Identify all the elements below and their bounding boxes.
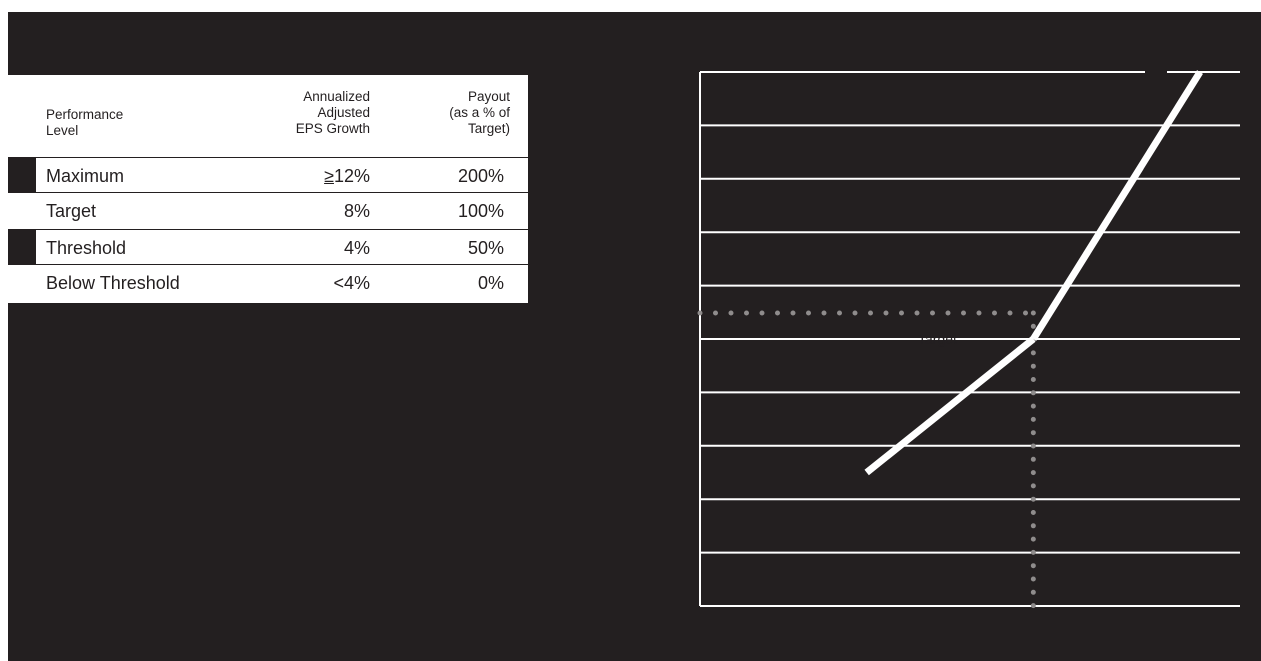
payout-table: Performance Level Annualized Adjusted EP… (8, 75, 528, 303)
level-label: Below Threshold (46, 273, 180, 293)
table-row-below-threshold: Below Threshold <4% 0% (8, 265, 528, 301)
header-performance-level: Performance Level (46, 107, 124, 138)
series-segment (1030, 70, 1203, 341)
target-guides (697, 310, 1036, 609)
eps-value: 4% (343, 238, 370, 258)
header-eps-growth: Annualized Adjusted EPS Growth (295, 89, 370, 136)
table-row-target: Target 8% 100% (8, 193, 528, 229)
level-label: Maximum (46, 166, 125, 186)
greater-equal-symbol: ≥ (324, 166, 334, 186)
payout-value: 200% (457, 166, 504, 186)
payout-value: 0% (477, 273, 504, 293)
row-marker (8, 230, 36, 264)
row-marker (8, 158, 36, 192)
table-row-maximum: Maximum ≥12% 200% (8, 157, 528, 193)
payout-value: 50% (467, 238, 504, 258)
eps-value: 8% (343, 201, 370, 221)
target-label: Target (918, 331, 957, 347)
series-segment (864, 336, 1036, 476)
line-endpoint-gap (1145, 62, 1167, 82)
level-label: Target (46, 201, 97, 221)
eps-value: <4% (333, 273, 370, 293)
eps-value: ≥12% (266, 158, 370, 194)
table-row-threshold: Threshold 4% 50% (8, 229, 528, 265)
payout-value: 100% (457, 201, 504, 221)
payout-curve (864, 62, 1203, 476)
header-payout: Payout (as a % of Target) (449, 89, 510, 136)
level-label: Threshold (46, 238, 127, 258)
chart-grid (700, 71, 1240, 607)
eps-number: 12% (333, 166, 370, 186)
